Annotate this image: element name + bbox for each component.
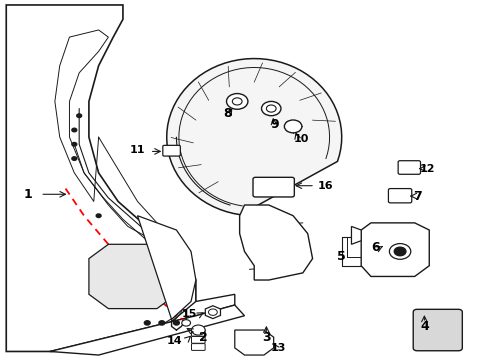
Text: 3: 3	[262, 331, 270, 344]
Polygon shape	[361, 223, 428, 276]
Polygon shape	[166, 59, 341, 215]
Text: 2: 2	[199, 331, 207, 344]
Circle shape	[208, 309, 217, 315]
FancyBboxPatch shape	[387, 189, 411, 203]
Text: 9: 9	[270, 118, 278, 131]
Circle shape	[72, 128, 77, 132]
Text: 7: 7	[412, 190, 421, 203]
Circle shape	[388, 244, 410, 259]
Circle shape	[173, 321, 179, 325]
Circle shape	[226, 94, 247, 109]
Polygon shape	[351, 226, 361, 244]
Text: 4: 4	[419, 320, 428, 333]
Polygon shape	[6, 5, 196, 351]
Text: 15: 15	[182, 309, 197, 319]
Circle shape	[72, 157, 77, 160]
Circle shape	[183, 321, 189, 325]
Circle shape	[72, 143, 77, 146]
Text: 14: 14	[167, 336, 183, 346]
Polygon shape	[416, 312, 458, 348]
Circle shape	[77, 114, 81, 117]
Circle shape	[191, 325, 204, 335]
Circle shape	[159, 321, 164, 325]
Polygon shape	[89, 244, 176, 309]
FancyBboxPatch shape	[412, 309, 461, 351]
Circle shape	[393, 247, 405, 256]
Text: 13: 13	[270, 343, 285, 353]
Circle shape	[96, 214, 101, 217]
Circle shape	[182, 320, 190, 326]
FancyBboxPatch shape	[191, 343, 204, 350]
Circle shape	[266, 105, 276, 112]
Text: 16: 16	[317, 181, 332, 191]
Polygon shape	[205, 306, 220, 319]
FancyBboxPatch shape	[163, 145, 180, 156]
Circle shape	[261, 102, 281, 116]
FancyBboxPatch shape	[397, 161, 420, 174]
FancyBboxPatch shape	[191, 329, 204, 336]
Polygon shape	[50, 305, 244, 355]
Circle shape	[284, 120, 301, 133]
Text: 12: 12	[419, 164, 434, 174]
Polygon shape	[50, 294, 234, 351]
Text: 11: 11	[129, 145, 144, 155]
Polygon shape	[234, 330, 273, 355]
Text: 5: 5	[337, 250, 346, 263]
Polygon shape	[137, 216, 196, 319]
Text: 1: 1	[24, 188, 32, 201]
Circle shape	[144, 321, 150, 325]
Polygon shape	[239, 205, 312, 280]
FancyBboxPatch shape	[252, 177, 294, 197]
FancyBboxPatch shape	[191, 337, 204, 343]
Text: 6: 6	[371, 241, 379, 255]
Circle shape	[232, 98, 242, 105]
Text: 10: 10	[294, 134, 309, 144]
Text: 8: 8	[223, 107, 231, 120]
